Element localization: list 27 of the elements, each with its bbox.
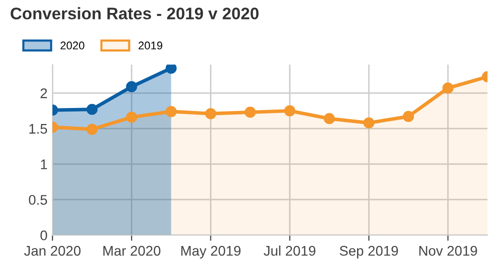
x-tick-label: Nov 2019 bbox=[419, 246, 478, 256]
y-tick-label: 0 bbox=[40, 230, 48, 240]
point bbox=[86, 104, 98, 115]
point bbox=[205, 108, 216, 120]
chart-title: Conversion Rates - 2019 v 2020 bbox=[10, 7, 259, 20]
y-tick-label: 0.5 bbox=[28, 194, 48, 205]
legend-label: 2020 bbox=[60, 42, 84, 50]
legend-label: 2019 bbox=[138, 42, 162, 50]
x-tick-label: May 2019 bbox=[181, 246, 241, 258]
point bbox=[166, 64, 177, 74]
y-tick-label: 1.5 bbox=[29, 124, 48, 134]
x-tick-label: Mar 2020 bbox=[103, 246, 160, 256]
x-tick-label: Sep 2019 bbox=[340, 246, 398, 258]
point bbox=[402, 110, 414, 122]
point bbox=[166, 106, 177, 118]
point bbox=[244, 106, 256, 118]
y-tick-label: 1 bbox=[40, 160, 47, 170]
point bbox=[284, 105, 296, 116]
point bbox=[126, 112, 138, 123]
x-tick-label: Jan 2020 bbox=[24, 246, 81, 256]
point bbox=[86, 124, 98, 135]
x-tick-label: Jul 2019 bbox=[264, 246, 316, 256]
point bbox=[324, 113, 335, 124]
y-tick-label: 2 bbox=[40, 88, 47, 98]
point bbox=[126, 81, 138, 92]
point bbox=[363, 117, 374, 128]
point bbox=[442, 82, 454, 94]
